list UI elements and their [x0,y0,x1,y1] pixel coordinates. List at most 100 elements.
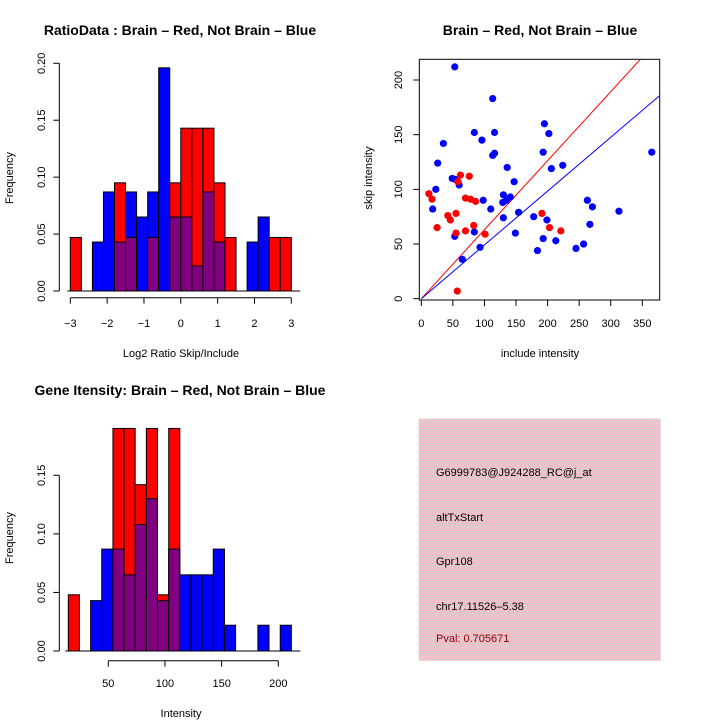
scatter-x-tick-label: 300 [602,318,620,330]
not-brain-point [511,229,519,237]
gene-bar-overlap [112,548,125,652]
ratio-x-tick-label: 3 [288,318,294,330]
scatter-points [425,63,656,295]
brain-point [538,209,546,218]
ratio-bar-brain [279,236,292,292]
gene-bar-not-brain [212,548,225,652]
gene-bar-brain [67,594,80,652]
scatter-y-tick-label: 100 [393,180,405,198]
ratio-bar-overlap [125,236,138,292]
ratio-bar-not-brain [136,216,149,292]
scatter-y-tick-label: 200 [393,71,405,89]
brain-point [470,221,478,230]
ratio-bar-not-brain [246,241,259,292]
gene-bar-overlap [123,574,136,652]
not-brain-point [552,237,560,245]
gene-bar-not-brain [257,624,270,652]
not-brain-point [514,208,523,216]
not-brain-point [539,234,547,243]
brain-point [428,195,436,203]
brain-point [461,227,470,235]
intensity-scatter: Brain – Red, Not Brain – Blue include in… [363,22,661,360]
brain-point [456,171,465,179]
gene-histogram-bars [65,427,301,652]
ratio-histogram-ylabel: Frequency [4,152,16,204]
not-brain-point [490,149,499,157]
gene-bar-not-brain [179,574,192,652]
not-brain-point [586,220,594,228]
not-brain-point [510,178,518,186]
not-brain-point [539,148,547,156]
scatter-x-tick-label: 150 [507,318,525,330]
not-brain-fit-line [420,95,661,300]
brain-point [472,197,480,205]
ratio-bar-not-brain [158,67,171,292]
not-brain-point [476,243,484,251]
gene-y-tick-label: 0.10 [36,523,48,544]
scatter-x-tick-label: 50 [447,318,459,330]
scatter-title: Brain – Red, Not Brain – Blue [443,22,638,38]
ratio-y-tick-label: 0.10 [36,166,48,187]
scatter-y-tick-label: 0 [393,296,405,302]
scatter-x-tick-label: 200 [538,318,556,330]
brain-point [433,224,441,232]
not-brain-point [490,128,499,137]
ratio-y-tick-label: 0.20 [36,53,48,74]
gene-bar-not-brain [101,548,114,652]
ratio-bar-not-brain [102,191,115,292]
not-brain-point [506,193,514,201]
ratio-bar-overlap [169,216,182,292]
not-brain-point [540,120,549,128]
not-brain-point [499,214,507,222]
ratio-bar-overlap [180,216,193,292]
gene-bar-not-brain [279,624,292,652]
brain-point [481,230,489,238]
not-brain-point [479,196,487,204]
gene-bar-overlap [156,600,170,652]
gene-x-tick-label: 50 [102,678,114,690]
ratio-histogram: RatioData : Brain – Red, Not Brain – Blu… [4,22,316,360]
info-gene: Gpr108 [436,556,473,568]
brain-point [425,190,433,198]
not-brain-point [503,163,511,172]
ratio-bar-not-brain [91,241,104,292]
ratio-histogram-xlabel: Log2 Ratio Skip/Include [123,348,239,360]
ratio-histogram-title: RatioData : Brain – Red, Not Brain – Blu… [44,22,316,38]
brain-point [557,227,565,235]
ratio-bar-brain [224,236,237,292]
ratio-x-tick-label: −3 [64,318,77,330]
gene-y-tick-label: 0.05 [36,582,48,603]
ratio-bar-overlap [147,236,160,292]
gene-x-tick-label: 200 [269,678,287,690]
gene-histogram-title: Gene Itensity: Brain – Red, Not Brain – … [35,382,326,398]
ratio-x-tick-label: 1 [215,318,221,330]
ratio-bar-overlap [114,241,127,292]
gene-bar-overlap [168,548,181,652]
gene-bar-not-brain [190,574,203,652]
not-brain-point [572,244,580,252]
not-brain-point [499,191,507,199]
ratio-bar-brain [69,236,82,292]
gene-y-tick-label: 0.15 [36,465,48,486]
gene-bar-overlap [134,523,147,652]
ratio-bar-brain [268,236,281,292]
ratio-bar-overlap [202,191,215,292]
scatter-fit-lines [420,58,661,300]
scatter-y-tick-label: 150 [393,125,405,143]
scatter-x-tick-label: 350 [633,318,651,330]
scatter-x-tick-label: 250 [570,318,588,330]
brain-point [446,216,454,224]
not-brain-point [432,185,440,193]
not-brain-point [530,213,538,221]
not-brain-point [579,240,588,248]
ratio-histogram-axes: 0.00 0.05 0.10 0.15 0.20 −3 −2 −1 0 1 2 3 [36,53,294,330]
ratio-bar-overlap [191,265,204,292]
brain-point [454,178,462,186]
not-brain-point [439,139,447,148]
gene-histogram-axes: 0.00 0.05 0.10 0.15 50 100 150 200 [36,465,287,690]
gene-y-tick-label: 0.00 [36,640,48,661]
scatter-x-tick-label: 0 [418,318,424,330]
scatter-x-tick-label: 100 [475,318,493,330]
not-brain-point [489,94,497,103]
